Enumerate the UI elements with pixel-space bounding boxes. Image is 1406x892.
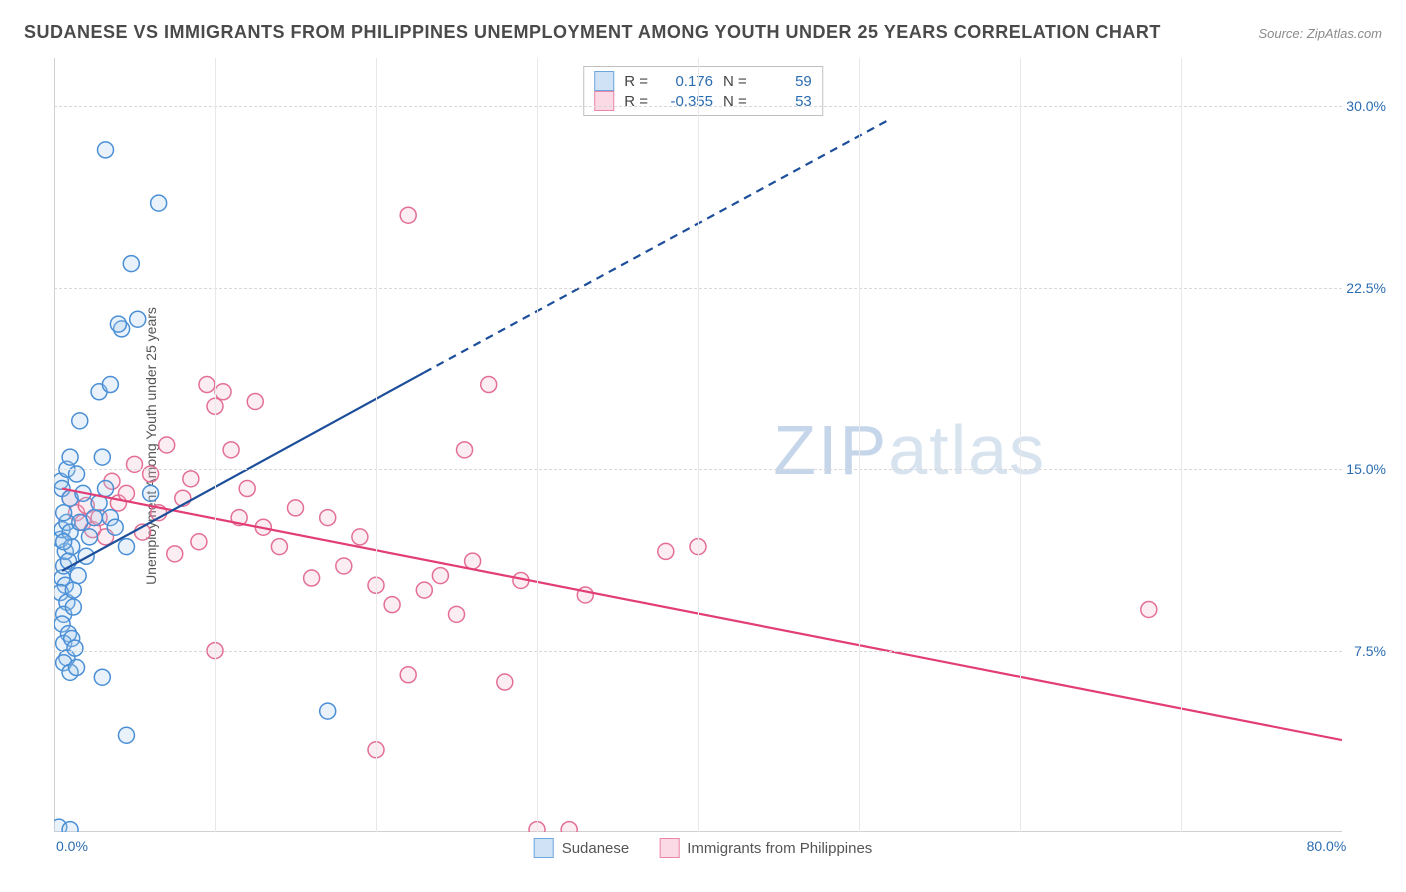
scatter-point — [215, 384, 231, 400]
scatter-point — [81, 529, 97, 545]
legend-label-philippines: Immigrants from Philippines — [687, 840, 872, 857]
scatter-point — [167, 546, 183, 562]
scatter-point — [336, 558, 352, 574]
r-value-sudanese: 0.176 — [658, 73, 713, 90]
scatter-point — [143, 485, 159, 501]
scatter-point — [400, 207, 416, 223]
scatter-point — [304, 570, 320, 586]
scatter-point — [118, 727, 134, 743]
scatter-point — [320, 703, 336, 719]
y-tick: 15.0% — [1346, 461, 1386, 477]
scatter-point — [86, 510, 102, 526]
scatter-point — [69, 660, 85, 676]
scatter-point — [465, 553, 481, 569]
scatter-point — [123, 256, 139, 272]
y-tick: 30.0% — [1346, 98, 1386, 114]
scatter-point — [247, 393, 263, 409]
scatter-point — [481, 377, 497, 393]
scatter-point — [107, 519, 123, 535]
scatter-point — [191, 534, 207, 550]
x-tick-min: 0.0% — [56, 838, 88, 854]
scatter-point — [1141, 601, 1157, 617]
scatter-point — [320, 510, 336, 526]
series-legend: Sudanese Immigrants from Philippines — [534, 838, 873, 858]
swatch-philippines — [594, 91, 614, 111]
scatter-point — [658, 543, 674, 559]
scatter-point — [352, 529, 368, 545]
x-tick-max: 80.0% — [1307, 838, 1347, 854]
correlation-legend: R = 0.176 N = 59 R = -0.355 N = 53 — [583, 66, 823, 116]
scatter-point — [118, 539, 134, 555]
scatter-point — [449, 606, 465, 622]
swatch-philippines-bottom — [659, 838, 679, 858]
scatter-point — [416, 582, 432, 598]
grid-line-v — [1020, 58, 1021, 832]
scatter-point — [62, 822, 78, 832]
n-label: N = — [723, 73, 747, 90]
scatter-point — [65, 582, 81, 598]
scatter-point — [199, 377, 215, 393]
legend-label-sudanese: Sudanese — [562, 840, 630, 857]
grid-line-v — [859, 58, 860, 832]
scatter-point — [384, 597, 400, 613]
trend-line-sudanese — [62, 372, 424, 570]
scatter-point — [457, 442, 473, 458]
scatter-point — [561, 822, 577, 832]
scatter-point — [56, 505, 72, 521]
n-value-sudanese: 59 — [757, 73, 812, 90]
grid-line-v — [698, 58, 699, 832]
scatter-point — [56, 534, 72, 550]
grid-line-v — [376, 58, 377, 832]
swatch-sudanese — [594, 71, 614, 91]
scatter-point — [130, 311, 146, 327]
legend-row-sudanese: R = 0.176 N = 59 — [594, 71, 812, 91]
scatter-point — [98, 481, 114, 497]
scatter-point — [65, 599, 81, 615]
scatter-point — [400, 667, 416, 683]
scatter-point — [72, 514, 88, 530]
scatter-point — [183, 471, 199, 487]
scatter-point — [98, 142, 114, 158]
source-label: Source: ZipAtlas.com — [1258, 26, 1382, 41]
scatter-point — [223, 442, 239, 458]
scatter-point — [94, 449, 110, 465]
scatter-point — [159, 437, 175, 453]
scatter-point — [271, 539, 287, 555]
scatter-point — [110, 316, 126, 332]
grid-line-v — [537, 58, 538, 832]
scatter-point — [72, 413, 88, 429]
scatter-point — [102, 377, 118, 393]
r-label: R = — [624, 73, 648, 90]
scatter-point — [497, 674, 513, 690]
grid-line-v — [1181, 58, 1182, 832]
legend-item-philippines: Immigrants from Philippines — [659, 838, 872, 858]
scatter-point — [151, 195, 167, 211]
scatter-point — [239, 481, 255, 497]
scatter-point — [288, 500, 304, 516]
trend-line-sudanese-ext — [424, 118, 891, 372]
swatch-sudanese-bottom — [534, 838, 554, 858]
scatter-point — [70, 568, 86, 584]
scatter-point — [62, 449, 78, 465]
grid-line-v — [215, 58, 216, 832]
y-tick: 22.5% — [1346, 280, 1386, 296]
chart-title: SUDANESE VS IMMIGRANTS FROM PHILIPPINES … — [24, 22, 1161, 43]
legend-row-philippines: R = -0.355 N = 53 — [594, 91, 812, 111]
y-tick: 7.5% — [1354, 643, 1386, 659]
scatter-point — [432, 568, 448, 584]
legend-item-sudanese: Sudanese — [534, 838, 630, 858]
scatter-point — [67, 640, 83, 656]
scatter-point — [94, 669, 110, 685]
